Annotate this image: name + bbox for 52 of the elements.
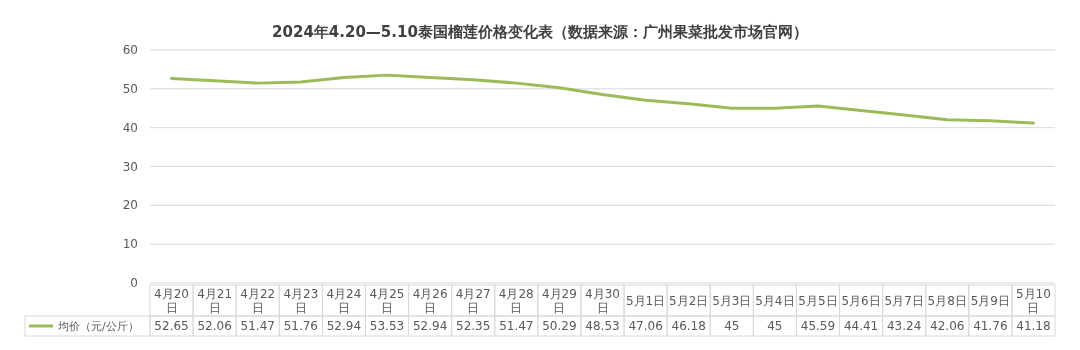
- x-tick-label: 5月9日: [970, 294, 1010, 308]
- x-tick-label: 4月23日: [283, 287, 319, 315]
- x-tick-label: 4月29日: [541, 287, 577, 315]
- data-label: 52.94: [412, 319, 448, 333]
- data-label: 44.41: [843, 319, 879, 333]
- data-label: 48.53: [585, 319, 620, 333]
- data-label: 53.53: [369, 319, 405, 333]
- x-tick-label: 5月4日: [755, 294, 795, 308]
- data-label: 50.29: [542, 319, 577, 333]
- y-tick-label: 0: [130, 276, 138, 290]
- x-tick-label: 4月20日: [154, 287, 189, 315]
- x-tick-label: 5月3日: [712, 294, 752, 308]
- data-label: 46.18: [671, 319, 706, 333]
- line-series: [170, 73, 1035, 125]
- legend-label: 均价（元/公斤）: [57, 320, 139, 333]
- y-tick-label: 60: [122, 43, 138, 57]
- data-label: 45.59: [800, 319, 836, 333]
- y-tick-label: 50: [122, 81, 138, 96]
- x-tick-label: 4月26日: [412, 287, 448, 315]
- y-tick-label: 30: [122, 159, 138, 174]
- data-label: 45: [724, 319, 740, 333]
- data-label: 41.76: [973, 319, 1008, 333]
- x-tick-label: 4月25日: [369, 287, 405, 315]
- data-label: 47.06: [628, 319, 663, 333]
- x-tick-label: 4月22日: [240, 287, 276, 315]
- x-tick-label: 4月27日: [455, 287, 491, 315]
- x-tick-label: 5月8日: [927, 294, 967, 308]
- data-label: 41.18: [1016, 319, 1051, 333]
- data-label: 45: [767, 319, 783, 333]
- y-tick-label: 20: [122, 198, 138, 213]
- data-label: 51.47: [240, 319, 275, 333]
- data-label: 52.65: [154, 319, 189, 333]
- y-tick-label: 40: [122, 120, 138, 135]
- x-tick-label: 4月28日: [498, 287, 534, 315]
- x-tick-label: 5月7日: [884, 294, 924, 308]
- x-tick-label: 5月2日: [669, 294, 709, 308]
- x-tick-label: 4月21日: [197, 287, 233, 315]
- x-tick-label: 4月30日: [585, 287, 620, 315]
- data-label: 52.94: [326, 319, 362, 333]
- data-label: 52.06: [197, 319, 232, 333]
- y-tick-label: 10: [122, 237, 138, 252]
- data-label: 51.76: [283, 319, 319, 333]
- x-tick-label: 5月6日: [841, 294, 881, 308]
- x-tick-label: 5月1日: [625, 294, 666, 308]
- x-tick-label: 5月10日: [1016, 287, 1051, 315]
- x-tick-label: 4月24日: [326, 287, 362, 315]
- data-label: 42.06: [930, 319, 965, 333]
- data-label: 52.35: [456, 319, 491, 333]
- x-tick-label: 5月5日: [798, 294, 838, 308]
- data-label: 43.24: [886, 319, 922, 333]
- data-label: 51.47: [499, 319, 534, 333]
- chart-title: 2024年4.20—5.10泰国榴莲价格变化表（数据来源：广州果菜批发市场官网）: [272, 23, 808, 41]
